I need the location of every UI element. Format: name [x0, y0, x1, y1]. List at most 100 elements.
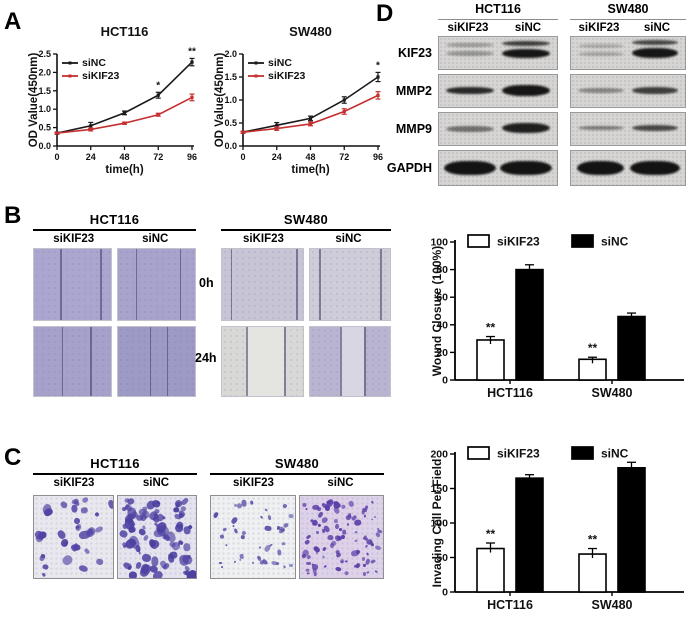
svg-text:**: ** [588, 341, 598, 355]
svg-text:time(h): time(h) [291, 164, 330, 176]
transwell-image-hct116-sinc [116, 495, 197, 579]
panel-a-label: A [4, 8, 22, 35]
svg-text:0: 0 [240, 152, 245, 162]
svg-text:2.5: 2.5 [38, 49, 51, 59]
wound-image-sw480-sinc-0h [308, 248, 391, 321]
svg-text:0: 0 [442, 587, 448, 599]
blot-kif23-sw480 [570, 36, 686, 70]
svg-text:SW480: SW480 [592, 598, 633, 612]
group-title: HCT116 [33, 456, 197, 475]
col-label-sinc: siNC [142, 477, 170, 489]
protein-label-kif23: KIF23 [397, 46, 432, 60]
column-labels: siKIF23 siNC [33, 477, 197, 489]
svg-text:siNC: siNC [601, 235, 629, 249]
panel-d-label: D [376, 0, 394, 27]
blot-lane-label: siKIF23 [447, 22, 489, 34]
western-blot-panel: HCT116 SW480 siKIF23 siNC siKIF23 siNC K… [384, 2, 689, 194]
svg-text:siKIF23: siKIF23 [497, 235, 540, 249]
svg-text:1.0: 1.0 [38, 104, 51, 114]
svg-text:24: 24 [272, 152, 282, 162]
protein-label-mmp2: MMP2 [395, 84, 432, 98]
svg-text:**: ** [486, 321, 496, 335]
svg-text:20: 20 [436, 347, 448, 359]
svg-text:100: 100 [430, 518, 448, 530]
svg-text:96: 96 [187, 152, 197, 162]
timepoint-label-24h: 24h [195, 351, 217, 365]
svg-text:0.0: 0.0 [224, 141, 237, 151]
group-title: SW480 [221, 212, 391, 231]
blot-gapdh-hct116 [438, 150, 558, 186]
svg-text:Wound Closure (100%): Wound Closure (100%) [430, 246, 444, 376]
svg-text:0: 0 [54, 152, 59, 162]
col-label-sinc: siNC [335, 233, 362, 245]
svg-text:siNC: siNC [601, 447, 629, 461]
panel-b-label: B [4, 202, 22, 229]
svg-text:80: 80 [436, 264, 448, 276]
svg-text:0.5: 0.5 [224, 118, 237, 128]
svg-text:siKIF23: siKIF23 [82, 70, 120, 82]
svg-text:OD Value(450nm): OD Value(450nm) [214, 53, 226, 148]
group-title: HCT116 [33, 212, 196, 231]
svg-text:60: 60 [436, 292, 448, 304]
svg-text:96: 96 [373, 152, 383, 162]
svg-text:*: * [156, 80, 160, 91]
col-label-sikif23: siKIF23 [243, 233, 284, 245]
svg-text:40: 40 [436, 319, 448, 331]
wound-image-sw480-sikif23-24h [221, 326, 304, 397]
svg-text:72: 72 [153, 152, 163, 162]
blot-gapdh-sw480 [570, 150, 686, 186]
transwell-image-hct116-sikif23 [33, 495, 114, 579]
svg-text:1.5: 1.5 [38, 86, 51, 96]
svg-text:24: 24 [86, 152, 96, 162]
invasion-group-sw480: SW480 siKIF23 siNC [210, 456, 384, 579]
svg-text:siNC: siNC [268, 57, 292, 69]
wound-image-hct116-sinc-0h [117, 248, 196, 321]
svg-text:time(h): time(h) [105, 164, 144, 176]
svg-text:Invading Cell Per Field: Invading Cell Per Field [430, 459, 444, 588]
wound-image-hct116-sikif23-0h [33, 248, 112, 321]
svg-text:48: 48 [305, 152, 315, 162]
transwell-image-sw480-sikif23 [210, 495, 296, 579]
svg-text:150: 150 [430, 483, 448, 495]
hct116-growth-line-chart: HCT116 0.0 0.5 1.0 1.5 2.0 2.5 0 24 48 72 96 OD Valu… [28, 24, 197, 176]
svg-text:48: 48 [119, 152, 129, 162]
blot-mmp9-hct116 [438, 112, 558, 146]
svg-text:1.0: 1.0 [224, 95, 237, 105]
svg-text:2.0: 2.0 [38, 67, 51, 77]
wound-image-hct116-sinc-24h [117, 326, 196, 397]
svg-text:*: * [376, 60, 380, 71]
svg-text:HCT116: HCT116 [487, 386, 533, 400]
svg-text:**: ** [588, 533, 598, 547]
svg-text:SW480: SW480 [289, 24, 332, 39]
col-label-sinc: siNC [142, 233, 169, 245]
svg-text:SW480: SW480 [592, 386, 633, 400]
wound-image-sw480-sinc-24h [308, 326, 391, 397]
col-label-sikif23: siKIF23 [53, 233, 95, 245]
svg-text:72: 72 [339, 152, 349, 162]
blot-header-sw480: SW480 [570, 2, 686, 20]
col-label-sikif23: siKIF23 [53, 477, 95, 489]
blot-lane-label: siNC [514, 22, 542, 34]
blot-kif23-hct116 [438, 36, 558, 70]
blot-mmp2-sw480 [570, 74, 686, 108]
svg-text:OD Value(450nm): OD Value(450nm) [28, 53, 40, 148]
blot-lane-label: siKIF23 [578, 22, 620, 34]
column-labels: siKIF23 siNC [33, 233, 196, 245]
protein-label-mmp9: MMP9 [395, 122, 432, 136]
svg-text:0.5: 0.5 [38, 123, 51, 133]
svg-text:0: 0 [442, 375, 448, 387]
sw480-growth-line-chart: SW480 0.0 0.5 1.0 1.5 2.0 0 24 48 72 96 OD Value(45… [214, 24, 383, 176]
blot-header-hct116: HCT116 [438, 2, 558, 20]
svg-text:siNC: siNC [82, 57, 106, 69]
blot-mmp9-sw480 [570, 112, 686, 146]
svg-text:HCT116: HCT116 [487, 598, 533, 612]
wound-group-hct116: HCT116 siKIF23 siNC [33, 212, 196, 397]
svg-text:**: ** [486, 527, 496, 541]
timepoint-label-0h: 0h [199, 276, 214, 290]
svg-text:50: 50 [436, 552, 448, 564]
col-label-sinc: siNC [327, 477, 354, 489]
column-labels: siKIF23 siNC [221, 233, 391, 245]
svg-text:1.5: 1.5 [224, 72, 237, 82]
